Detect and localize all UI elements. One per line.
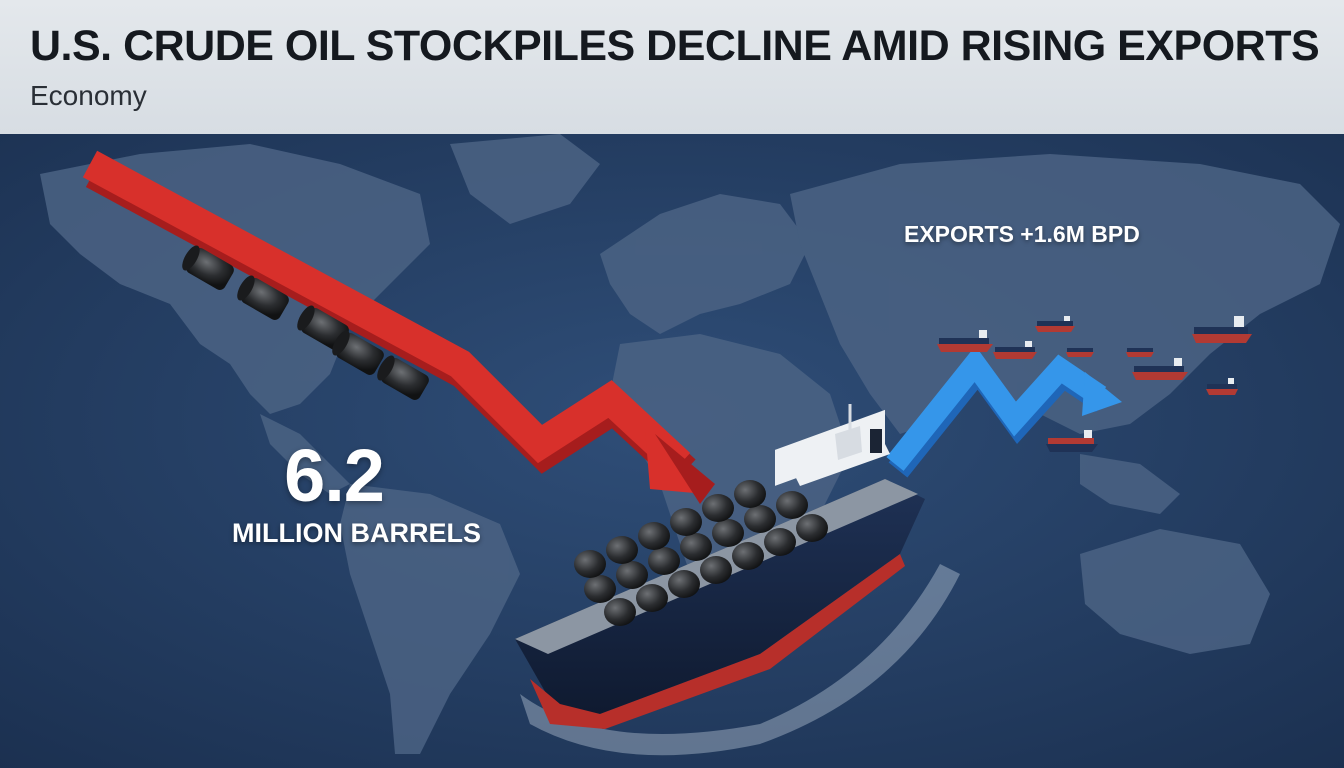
continent-greenland bbox=[450, 134, 600, 224]
tanker-fleet bbox=[937, 316, 1252, 452]
continents bbox=[40, 134, 1340, 754]
oil-barrel-icon-group bbox=[182, 245, 429, 400]
category-label: Economy bbox=[30, 80, 147, 111]
small-tanker-icon bbox=[1126, 348, 1154, 357]
continent-central-america bbox=[260, 414, 350, 494]
stockpile-change-unit: MILLION BARRELS bbox=[232, 518, 481, 548]
oil-barrel-icon bbox=[377, 355, 429, 400]
headline: U.S. CRUDE OIL STOCKPILES DECLINE AMID R… bbox=[30, 22, 1320, 70]
small-tanker-icon bbox=[1035, 316, 1075, 332]
small-tanker-icon bbox=[937, 330, 993, 352]
oil-tanker-icon bbox=[515, 404, 925, 729]
small-tanker-icon bbox=[1046, 430, 1098, 452]
small-tanker-icon bbox=[1066, 348, 1094, 357]
world-map-illustration bbox=[0, 134, 1344, 768]
continent-australia bbox=[1080, 529, 1270, 654]
ship-wake bbox=[520, 564, 960, 756]
header-banner: U.S. CRUDE OIL STOCKPILES DECLINE AMID R… bbox=[0, 0, 1344, 134]
oil-barrel-icon bbox=[237, 275, 289, 320]
continent-southeast-asia bbox=[1080, 454, 1180, 514]
small-tanker-icon bbox=[1206, 378, 1238, 395]
small-tanker-icon bbox=[1132, 358, 1188, 380]
exports-label: EXPORTS +1.6M BPD bbox=[904, 221, 1140, 247]
small-tanker-icon bbox=[993, 341, 1037, 359]
red-down-trend-arrow-icon bbox=[82, 150, 715, 504]
continent-asia bbox=[790, 154, 1340, 434]
continent-europe bbox=[600, 194, 810, 334]
blue-up-trend-arrow-icon bbox=[886, 345, 1122, 478]
infographic-scene bbox=[0, 134, 1344, 768]
oil-barrel-icon bbox=[332, 330, 384, 375]
small-tanker-icon bbox=[1192, 316, 1252, 343]
stockpile-change-value: 6.2 bbox=[284, 434, 385, 517]
oil-barrel-icon bbox=[182, 245, 234, 290]
continent-south-america bbox=[340, 484, 520, 754]
